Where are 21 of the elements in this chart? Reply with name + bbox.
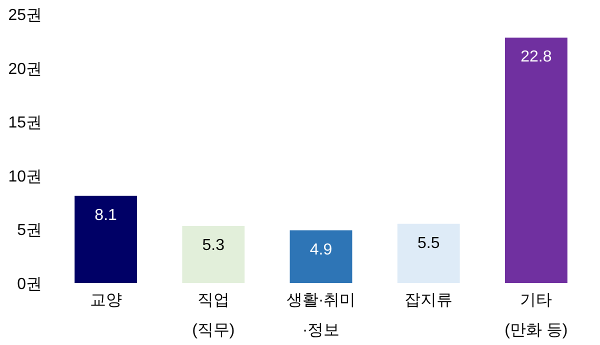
y-tick-label: 15권 <box>8 114 42 132</box>
bar <box>182 226 245 283</box>
y-tick-label: 5권 <box>17 222 42 240</box>
x-tick-label: 교양 <box>90 292 122 309</box>
bar <box>397 224 460 283</box>
x-tick-label: 직업 (직무) <box>192 292 235 339</box>
x-tick-label: 잡지류 <box>404 292 453 309</box>
bar <box>74 196 138 283</box>
bar <box>290 230 352 283</box>
y-tick-label: 20권 <box>8 60 42 78</box>
y-tick-label: 0권 <box>17 276 42 293</box>
data-label: 22.8 <box>520 48 552 66</box>
data-label: 5.3 <box>202 236 225 254</box>
x-tick-label: 기타 (만화 등) <box>504 292 568 339</box>
bar <box>504 38 568 283</box>
data-label: 8.1 <box>94 206 118 224</box>
y-tick-label: 10권 <box>8 168 42 186</box>
data-label: 5.5 <box>417 234 440 252</box>
y-tick-label: 25권 <box>8 7 42 24</box>
data-label: 4.9 <box>310 241 332 258</box>
x-tick-label: 생활·취미 ·정보 <box>286 292 356 339</box>
